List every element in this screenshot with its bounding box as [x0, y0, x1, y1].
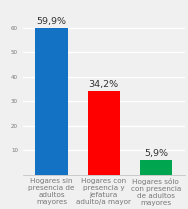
Text: 59,9%: 59,9%: [36, 17, 67, 26]
Text: 34,2%: 34,2%: [89, 80, 119, 89]
Bar: [88, 91, 120, 175]
Bar: [140, 160, 172, 175]
Bar: [35, 28, 68, 175]
Text: 5,9%: 5,9%: [144, 149, 168, 158]
